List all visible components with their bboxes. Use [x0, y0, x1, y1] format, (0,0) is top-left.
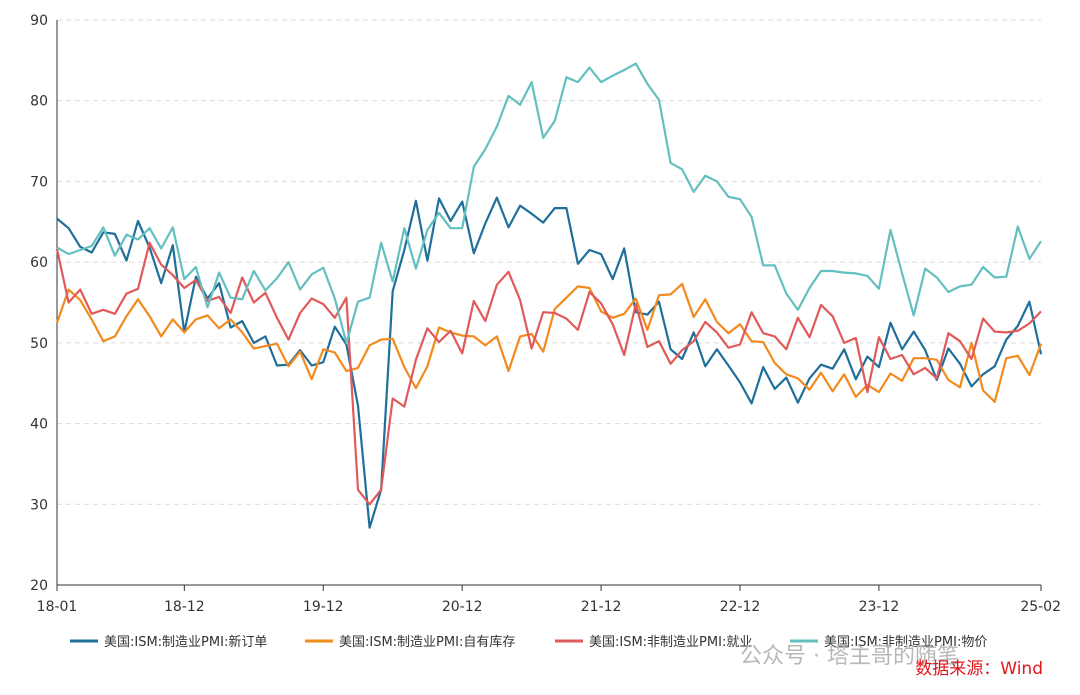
y-tick-label: 60 — [30, 255, 48, 271]
series-line-4 — [56, 62, 1042, 344]
x-tick-label: 20-12 — [442, 599, 483, 615]
y-axis: 20 30 40 50 60 70 80 90 — [30, 13, 58, 594]
legend-label-2: 美国:ISM:制造业PMI:自有库存 — [339, 634, 515, 650]
series-lines — [55, 62, 1043, 529]
y-tick-label: 90 — [30, 13, 48, 29]
y-tick-label: 70 — [30, 174, 48, 190]
y-tick-label: 40 — [30, 417, 48, 433]
y-tick-label: 50 — [30, 336, 48, 352]
legend-label-3: 美国:ISM:非制造业PMI:就业 — [589, 635, 752, 650]
series-line-3 — [55, 241, 1042, 506]
x-tick-label: 22-12 — [720, 599, 761, 615]
legend-label-4: 美国:ISM:非制造业PMI:物价 — [824, 635, 987, 650]
gridlines — [57, 19, 1041, 505]
y-tick-label: 80 — [30, 94, 48, 110]
y-tick-label: 20 — [30, 578, 48, 594]
x-axis: 18-01 18-12 19-12 20-12 21-12 22-12 23-12 25-02 — [37, 584, 1061, 615]
source-note: 数据来源：Wind — [915, 659, 1043, 679]
legend: 美国:ISM:制造业PMI:新订单 美国:ISM:制造业PMI:自有库存 美国:IS… — [70, 634, 987, 650]
x-tick-label: 23-12 — [859, 599, 900, 615]
series-line-1 — [56, 196, 1043, 529]
x-tick-label: 19-12 — [303, 599, 344, 615]
y-tick-label: 30 — [30, 497, 48, 513]
x-tick-label: 18-01 — [37, 599, 78, 615]
x-tick-label: 21-12 — [581, 599, 622, 615]
series-line-2 — [55, 282, 1043, 403]
watermark-text: 公众号 · 塔主哥的随笔 — [740, 644, 959, 669]
x-tick-label: 25-02 — [1020, 599, 1061, 615]
legend-label-1: 美国:ISM:制造业PMI:新订单 — [104, 634, 267, 650]
x-tick-label: 18-12 — [164, 599, 205, 615]
